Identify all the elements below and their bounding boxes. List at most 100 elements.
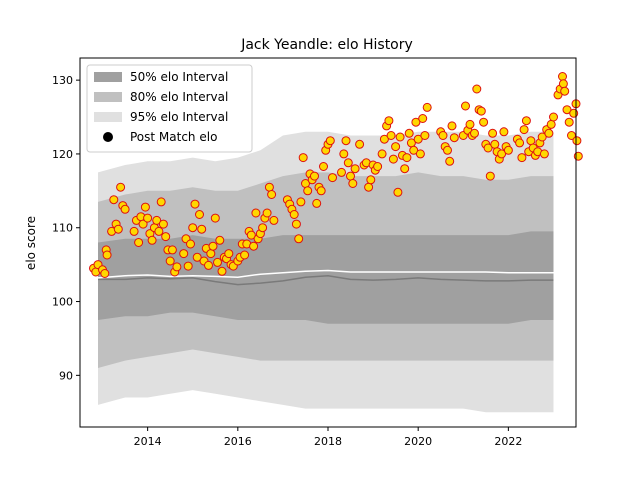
data-point bbox=[355, 139, 365, 149]
data-point bbox=[240, 250, 250, 260]
y-tick-label: 100 bbox=[52, 296, 73, 309]
data-point bbox=[499, 127, 509, 137]
data-point bbox=[377, 149, 387, 159]
data-point bbox=[289, 210, 299, 219]
data-point bbox=[197, 224, 207, 234]
y-tick-label: 110 bbox=[52, 222, 73, 235]
data-point bbox=[388, 154, 398, 164]
data-point bbox=[438, 131, 448, 140]
data-point bbox=[558, 72, 567, 81]
data-point bbox=[461, 101, 470, 111]
data-point bbox=[267, 190, 277, 199]
data-point bbox=[346, 171, 355, 181]
data-point bbox=[183, 261, 193, 271]
data-point bbox=[483, 143, 493, 153]
data-point bbox=[411, 117, 421, 127]
x-tick-label: 2014 bbox=[134, 435, 162, 448]
data-point bbox=[167, 245, 177, 255]
data-point bbox=[515, 138, 525, 148]
data-point bbox=[521, 116, 531, 126]
data-point bbox=[348, 179, 358, 188]
data-point bbox=[526, 136, 536, 146]
data-point bbox=[364, 182, 374, 192]
data-point bbox=[379, 134, 389, 144]
x-tick-label: 2016 bbox=[224, 435, 252, 448]
data-point bbox=[465, 119, 475, 129]
data-point bbox=[312, 198, 322, 208]
x-axis: 2014 2016 2018 2020 2022 bbox=[134, 427, 522, 448]
legend-box bbox=[86, 64, 253, 153]
data-point bbox=[443, 145, 452, 155]
band-50 bbox=[98, 231, 554, 324]
data-point bbox=[497, 149, 507, 159]
data-point bbox=[116, 182, 126, 192]
data-point bbox=[296, 197, 306, 207]
legend-swatch bbox=[94, 72, 122, 82]
data-point bbox=[113, 224, 123, 234]
data-point bbox=[339, 149, 349, 159]
data-point bbox=[262, 208, 272, 218]
data-point bbox=[224, 249, 234, 259]
data-point bbox=[537, 132, 547, 142]
y-tick-label: 120 bbox=[52, 148, 73, 161]
data-point bbox=[152, 215, 162, 225]
legend-label: 95% elo Interval bbox=[130, 110, 228, 124]
legend-label: 50% elo Interval bbox=[130, 70, 228, 84]
data-point bbox=[251, 208, 261, 218]
data-point bbox=[179, 249, 189, 259]
data-point bbox=[517, 153, 527, 163]
data-point bbox=[544, 128, 554, 138]
legend-swatch bbox=[94, 92, 122, 102]
data-point bbox=[246, 230, 256, 240]
data-point bbox=[560, 86, 570, 96]
data-point bbox=[395, 132, 405, 142]
x-tick-label: 2018 bbox=[314, 435, 342, 448]
data-point bbox=[134, 238, 144, 247]
data-point bbox=[572, 136, 582, 146]
data-point bbox=[190, 199, 200, 209]
data-point bbox=[319, 162, 328, 171]
chart-title: Jack Yeandle: elo History bbox=[240, 37, 413, 53]
data-point bbox=[158, 219, 168, 229]
central-lines bbox=[97, 269, 554, 286]
data-point bbox=[562, 105, 572, 115]
data-point bbox=[476, 106, 486, 116]
data-point bbox=[140, 202, 150, 212]
data-point bbox=[503, 145, 513, 155]
data-point bbox=[172, 262, 182, 272]
data-point bbox=[519, 125, 529, 135]
data-point bbox=[328, 173, 337, 183]
legend-label: 80% elo Interval bbox=[130, 90, 228, 104]
legend-swatch bbox=[94, 112, 122, 122]
data-point bbox=[558, 79, 568, 89]
data-point bbox=[102, 250, 112, 260]
data-point bbox=[325, 136, 335, 146]
data-point bbox=[161, 232, 171, 242]
data-point bbox=[384, 116, 394, 126]
y-axis-label: elo score bbox=[24, 216, 38, 270]
data-point bbox=[341, 136, 351, 146]
data-point bbox=[485, 171, 495, 181]
data-point bbox=[294, 234, 304, 244]
data-point bbox=[298, 153, 308, 163]
legend-label: Post Match elo bbox=[130, 130, 217, 144]
data-point bbox=[109, 195, 119, 205]
median-line bbox=[98, 274, 554, 286]
data-point bbox=[120, 204, 130, 214]
data-point bbox=[303, 186, 313, 196]
data-point bbox=[479, 117, 489, 127]
post-match-points bbox=[89, 72, 583, 278]
data-point bbox=[422, 102, 432, 112]
data-point bbox=[490, 139, 500, 149]
data-point bbox=[213, 257, 222, 267]
data-point bbox=[420, 131, 430, 140]
data-point bbox=[165, 256, 175, 266]
data-point bbox=[343, 158, 353, 168]
data-point bbox=[217, 266, 227, 276]
data-point bbox=[192, 252, 202, 262]
data-point bbox=[215, 235, 225, 245]
data-point bbox=[404, 128, 414, 138]
data-point bbox=[402, 153, 412, 163]
data-point bbox=[337, 167, 346, 177]
